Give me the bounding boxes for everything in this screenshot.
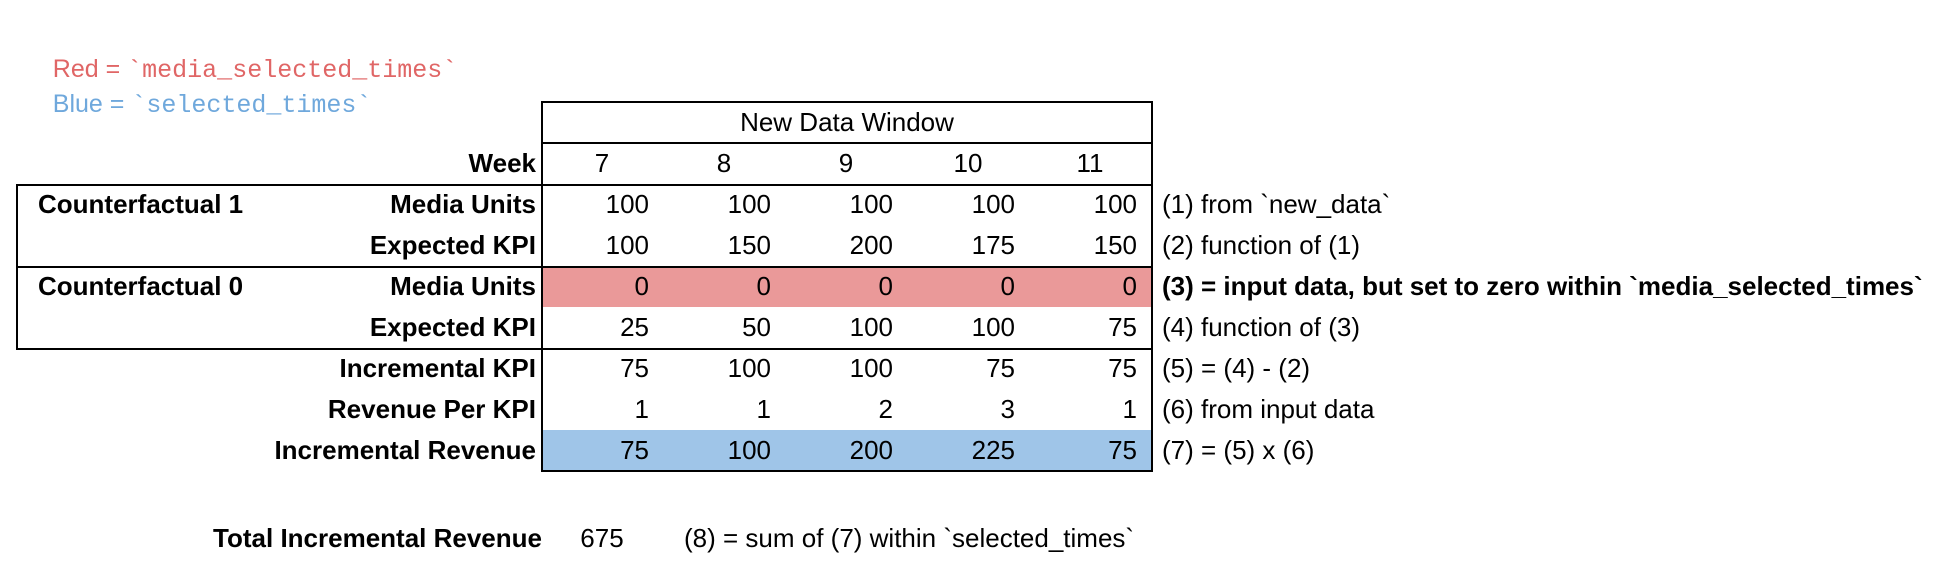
cell-row3-week8: 0 (756, 271, 771, 301)
table-border-week-bottom (16, 184, 1153, 186)
legend-red-line: Red = `media_selected_times` (25, 24, 457, 85)
legend-blue-text: Blue = `selected_times` (52, 90, 372, 120)
legend-red-word: Red (52, 55, 99, 83)
cell-row2-week9: 200 (849, 230, 893, 260)
cell-row3-week10: 0 (1000, 271, 1015, 301)
cell-row6-week7: 1 (634, 394, 649, 424)
legend-blue-equals: = (102, 90, 132, 118)
table-border-data-right (1151, 101, 1153, 472)
cell-row6-week9: 2 (878, 394, 893, 424)
cell-row5-week7: 75 (620, 353, 649, 383)
legend-red-text: Red = `media_selected_times` (52, 55, 458, 85)
cell-row1-week8: 100 (727, 189, 771, 219)
row-label-incremental-revenue-6: Incremental Revenue (274, 435, 536, 465)
total-revenue-label: Total Incremental Revenue (213, 523, 542, 553)
cell-row1-week11: 100 (1093, 189, 1137, 219)
total-revenue-value: 675 (580, 523, 624, 553)
group-label-counterfactual-0: Counterfactual 0 (38, 271, 244, 301)
cell-row4-week11: 75 (1108, 312, 1137, 342)
table-border-header-top (541, 101, 1153, 103)
cell-row3-week9: 0 (878, 271, 893, 301)
cell-row7-week8: 100 (727, 435, 771, 465)
table-border-left-box (16, 184, 18, 350)
row-note-3: (3) = input data, but set to zero within… (1162, 271, 1923, 301)
cell-row1-week10: 100 (971, 189, 1015, 219)
cell-row7-week10: 225 (971, 435, 1015, 465)
row-label-media-units-0: Media Units (390, 189, 536, 219)
cell-row2-week10: 175 (971, 230, 1015, 260)
row-note-2: (2) function of (1) (1162, 230, 1360, 260)
blue-highlight-band (543, 430, 1151, 470)
row-label-expected-kpi-1: Expected KPI (369, 230, 536, 260)
cell-row4-week10: 100 (971, 312, 1015, 342)
week-header-10: 10 (953, 148, 983, 178)
week-header-11: 11 (1076, 148, 1104, 178)
table-border-counterfactual0-bottom (16, 348, 1153, 350)
total-revenue-note: (8) = sum of (7) within `selected_times` (684, 523, 1135, 553)
cell-row6-week8: 1 (756, 394, 771, 424)
cell-row3-week7: 0 (634, 271, 649, 301)
row-note-7: (7) = (5) x (6) (1162, 435, 1315, 465)
week-header-7: 7 (594, 148, 610, 178)
legend-blue-word: Blue (52, 90, 103, 118)
cell-row2-week11: 150 (1093, 230, 1137, 260)
cell-row3-week11: 0 (1122, 271, 1137, 301)
group-label-counterfactual-1: Counterfactual 1 (38, 189, 244, 219)
row-note-1: (1) from `new_data` (1162, 189, 1391, 219)
table-border-data-left (541, 101, 543, 472)
cell-row6-week10: 3 (1000, 394, 1015, 424)
cell-row4-week7: 25 (620, 312, 649, 342)
cell-row5-week11: 75 (1108, 353, 1137, 383)
cell-row2-week7: 100 (605, 230, 649, 260)
legend-red-equals: = (98, 55, 128, 83)
legend-blue-line: Blue = `selected_times` (25, 59, 372, 120)
row-label-expected-kpi-3: Expected KPI (369, 312, 536, 342)
row-note-5: (5) = (4) - (2) (1162, 353, 1311, 383)
row-label-incremental-kpi-4: Incremental KPI (339, 353, 536, 383)
row-note-4: (4) function of (3) (1162, 312, 1360, 342)
row-label-media-units-2: Media Units (390, 271, 536, 301)
cell-row2-week8: 150 (727, 230, 771, 260)
cell-row7-week7: 75 (620, 435, 649, 465)
cell-row7-week11: 75 (1108, 435, 1137, 465)
cell-row1-week7: 100 (605, 189, 649, 219)
cell-row5-week9: 100 (849, 353, 893, 383)
legend-red-code: `media_selected_times` (127, 56, 458, 85)
legend-blue-code: `selected_times` (131, 91, 372, 120)
row-label-revenue-per-kpi-5: Revenue Per KPI (327, 394, 536, 424)
week-header-9: 9 (838, 148, 854, 178)
table-border-counterfactual-divider (16, 266, 1153, 268)
week-row-label: Week (468, 148, 536, 178)
row-note-6: (6) from input data (1162, 394, 1375, 424)
cell-row6-week11: 1 (1122, 394, 1137, 424)
cell-row4-week9: 100 (849, 312, 893, 342)
table-border-bottom (541, 470, 1153, 472)
red-highlight-band (543, 268, 1151, 307)
cell-row1-week9: 100 (849, 189, 893, 219)
cell-row5-week8: 100 (727, 353, 771, 383)
cell-row7-week9: 200 (849, 435, 893, 465)
table-header-title: New Data Window (740, 107, 954, 137)
cell-row5-week10: 75 (986, 353, 1015, 383)
table-border-header-bottom (541, 142, 1153, 144)
cell-row4-week8: 50 (742, 312, 771, 342)
week-header-8: 8 (716, 148, 732, 178)
